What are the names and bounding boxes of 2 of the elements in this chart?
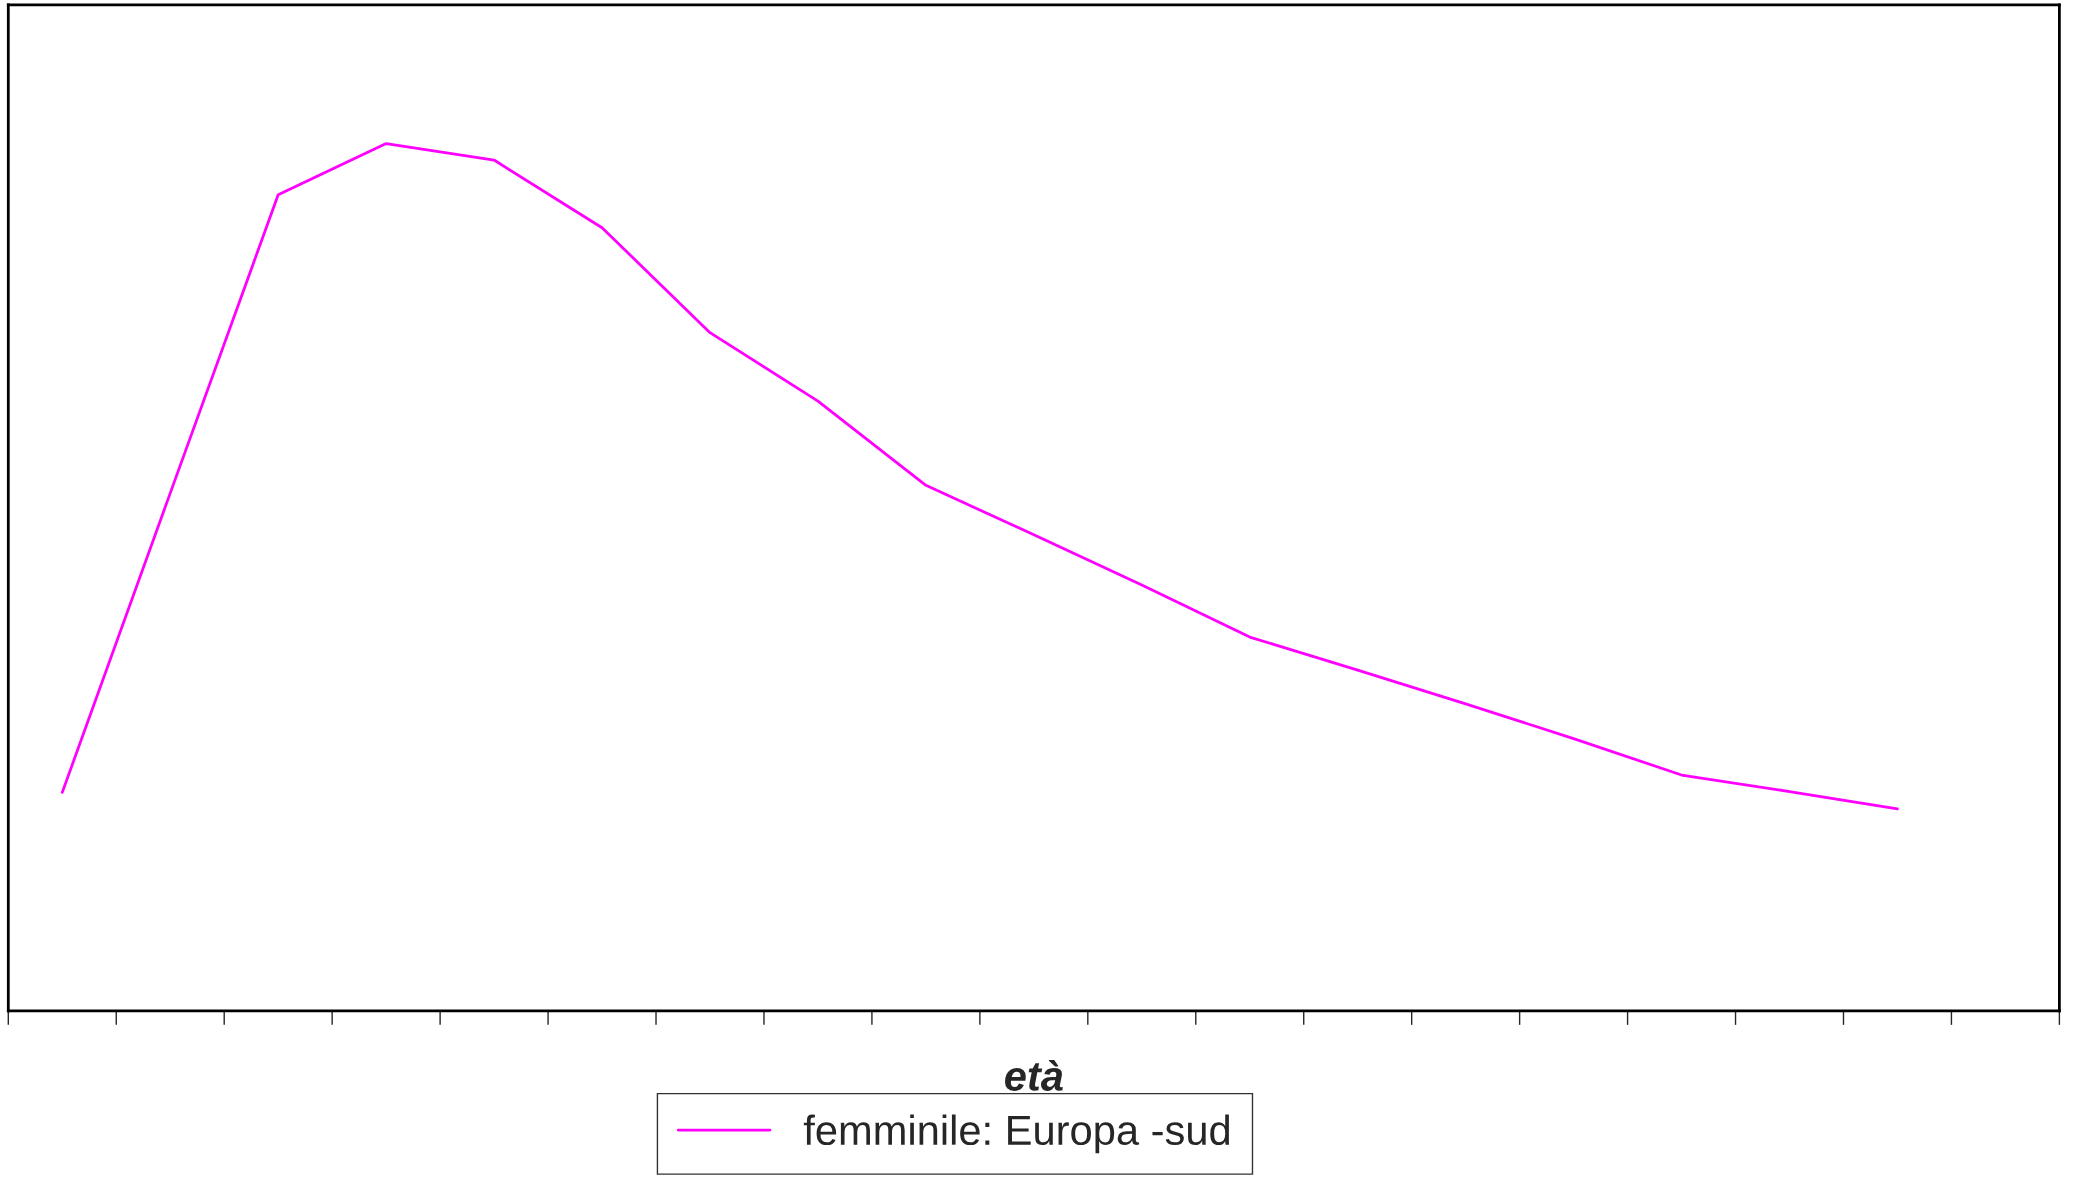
x-axis-title: età [1005,1059,1063,1091]
legend-label: femminile: Europa -sud [803,1114,1229,1154]
